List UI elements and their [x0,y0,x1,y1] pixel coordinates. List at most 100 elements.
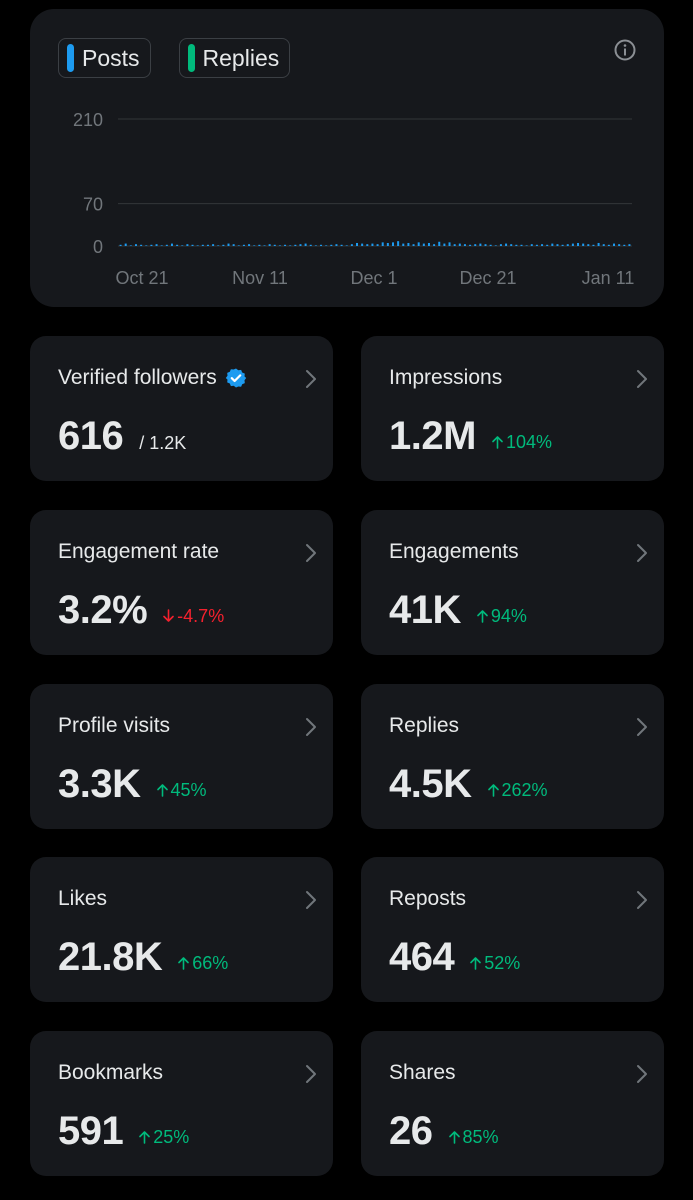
stat-change-value: 52% [484,952,521,973]
stat-card-profile-visits[interactable]: Profile visits 3.3K 45% [30,684,333,829]
chevron-right-icon [637,1065,647,1083]
posts-bar [242,244,245,246]
posts-bar [535,244,538,246]
posts-bar [145,245,148,246]
posts-bar [453,244,456,246]
chevron-right-icon [637,718,647,736]
arrow-up-icon [156,784,168,797]
posts-bar [391,242,394,246]
stat-card-likes[interactable]: Likes 21.8K 66% [30,857,333,1002]
stat-card-verified-followers[interactable]: Verified followers 616 / 1.2K [30,336,333,481]
posts-bar [561,244,564,246]
stat-card-bookmarks[interactable]: Bookmarks 591 25% [30,1031,333,1176]
posts-bar [463,244,466,246]
posts-bar [381,242,384,246]
chevron-right-icon [306,718,316,736]
posts-bar [515,244,518,246]
stat-value: 3.3K [58,762,141,806]
arrow-up-icon [492,436,503,449]
stat-value: 464 [389,935,455,979]
chevron-right-icon [637,891,647,909]
posts-bar [299,244,302,246]
posts-bar [263,245,266,246]
stat-value: 1.2M [389,414,476,458]
stat-change-value: 85% [462,1126,499,1147]
posts-bar [510,244,513,246]
posts-bar [582,243,585,246]
posts-bar [232,244,235,246]
posts-bar [602,244,605,246]
stat-card-impressions[interactable]: Impressions 1.2M 104% [361,336,664,481]
stat-change: 66% [178,953,228,974]
posts-bar [165,244,168,246]
stat-change: 85% [448,1126,499,1148]
stat-value-row: 464 52% [389,935,520,980]
activity-bar-chart: 210 70 0 Oct 21 Nov 11 Dec 1 Dec 21 Jan 11 [73,110,634,288]
posts-bar [474,244,477,246]
posts-bar [366,244,369,246]
posts-bar [212,244,215,246]
posts-bar [201,244,204,246]
posts-bar [196,245,199,246]
stat-change: 52% [470,953,520,974]
chevron-right-icon [306,370,316,388]
stat-label-text: Verified followers [58,366,217,389]
posts-bar [309,244,312,246]
stat-value-row: 4.5K 262% [389,762,548,807]
posts-bar [412,244,415,246]
stat-change-value: 94% [490,605,527,626]
posts-bar [361,243,364,246]
info-icon[interactable] [614,39,636,61]
posts-bar [124,243,127,246]
posts-bar [448,242,451,246]
stat-card-replies[interactable]: Replies 4.5K 262% [361,684,664,829]
stat-card-reposts[interactable]: Reposts 464 52% [361,857,664,1002]
arrow-up-icon [178,957,190,970]
posts-bar [577,242,580,246]
posts-bar [546,244,549,246]
posts-bar [140,244,143,246]
stat-label-text: Likes [58,887,108,910]
stat-card-engagements[interactable]: Engagements 41K 94% [361,510,664,655]
posts-bar [273,244,276,246]
stat-card-engagement-rate[interactable]: Engagement rate 3.2% -4.7% [30,510,333,655]
posts-bar [330,244,333,246]
posts-bar [150,244,153,246]
stat-label: Reposts [389,887,466,911]
stat-change: 25% [139,1127,189,1148]
arrow-up-icon [487,784,499,797]
stat-label-text: Shares [389,1061,456,1084]
posts-bar [340,244,343,246]
posts-bar [530,244,533,246]
stat-change-value: 104% [505,431,552,452]
stat-change: 262% [487,780,548,801]
posts-bar [325,245,328,246]
posts-bar [227,243,230,246]
arrow-up-icon [139,1131,151,1144]
posts-bar [525,245,528,246]
posts-bar [489,244,492,246]
posts-bar [551,243,554,246]
arrow-up-icon [470,957,482,970]
legend-posts-toggle[interactable]: Posts [58,38,151,78]
stat-value-row: 21.8K 66% [58,935,228,980]
legend-replies-toggle[interactable]: Replies [178,38,291,78]
arrow-up-icon [448,1131,460,1144]
posts-bar [592,244,595,246]
stat-value: 616 [58,414,124,458]
posts-bar [613,243,616,246]
posts-bar [134,244,137,246]
stat-card-shares[interactable]: Shares 26 85% [361,1031,664,1176]
posts-bar [289,245,292,246]
posts-bar [443,243,446,246]
x-tick-label: Dec 21 [459,268,516,288]
stat-change: 104% [492,432,552,453]
chevron-right-icon [306,1065,316,1083]
posts-bar [628,244,631,246]
posts-bar [335,244,338,246]
arrow-up-icon [477,610,488,623]
posts-bar [386,242,389,246]
stat-value: 21.8K [58,935,163,979]
posts-bar [458,243,461,246]
verified-badge-icon [225,368,246,388]
